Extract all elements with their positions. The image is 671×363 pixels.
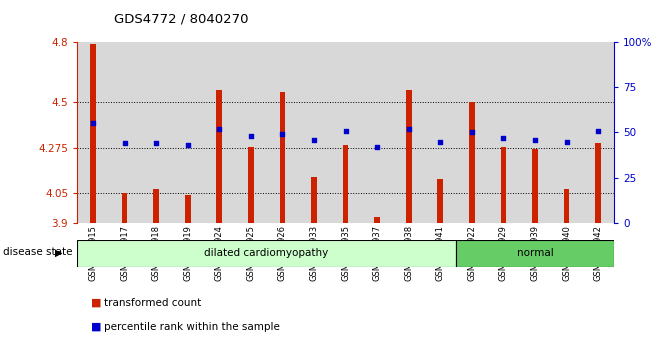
Point xyxy=(214,126,225,132)
Bar xyxy=(280,92,285,223)
Bar xyxy=(595,143,601,223)
Bar xyxy=(343,144,348,223)
Text: ▶: ▶ xyxy=(55,247,62,257)
Text: ■: ■ xyxy=(91,298,101,308)
Point xyxy=(277,131,288,137)
Bar xyxy=(501,147,507,223)
Point xyxy=(183,142,193,148)
Bar xyxy=(121,193,127,223)
Point xyxy=(561,139,572,144)
Text: percentile rank within the sample: percentile rank within the sample xyxy=(104,322,280,332)
Point xyxy=(466,130,477,135)
Bar xyxy=(248,147,254,223)
Bar xyxy=(374,217,380,223)
Bar xyxy=(311,177,317,223)
Bar xyxy=(437,179,443,223)
Point xyxy=(246,133,256,139)
Point xyxy=(403,126,414,132)
Bar xyxy=(362,42,393,223)
Text: normal: normal xyxy=(517,248,554,258)
Bar xyxy=(456,42,488,223)
Bar xyxy=(77,42,109,223)
Bar xyxy=(564,189,570,223)
Bar xyxy=(90,44,96,223)
Bar xyxy=(109,42,140,223)
Bar xyxy=(425,42,456,223)
Text: transformed count: transformed count xyxy=(104,298,201,308)
Point xyxy=(309,137,319,143)
Bar xyxy=(77,240,456,267)
Bar xyxy=(532,148,538,223)
Point xyxy=(529,137,540,143)
Text: GDS4772 / 8040270: GDS4772 / 8040270 xyxy=(114,13,248,26)
Bar xyxy=(266,42,298,223)
Bar xyxy=(393,42,425,223)
Bar xyxy=(217,90,222,223)
Bar xyxy=(551,42,582,223)
Point xyxy=(151,140,162,146)
Bar xyxy=(140,42,172,223)
Point xyxy=(592,128,603,134)
Bar xyxy=(153,189,159,223)
Bar xyxy=(488,42,519,223)
Text: disease state: disease state xyxy=(3,247,73,257)
Bar xyxy=(519,42,551,223)
Bar xyxy=(235,42,266,223)
Text: dilated cardiomyopathy: dilated cardiomyopathy xyxy=(205,248,329,258)
Bar xyxy=(298,42,329,223)
Bar xyxy=(469,102,474,223)
Bar xyxy=(203,42,235,223)
Point xyxy=(435,139,446,144)
Point xyxy=(340,128,351,134)
Point xyxy=(119,140,130,146)
Point xyxy=(498,135,509,141)
Bar xyxy=(329,42,362,223)
Point xyxy=(372,144,382,150)
Bar xyxy=(406,90,411,223)
Bar xyxy=(456,240,614,267)
Text: ■: ■ xyxy=(91,322,101,332)
Bar xyxy=(172,42,203,223)
Bar xyxy=(185,195,191,223)
Bar xyxy=(582,42,614,223)
Point xyxy=(88,121,99,126)
